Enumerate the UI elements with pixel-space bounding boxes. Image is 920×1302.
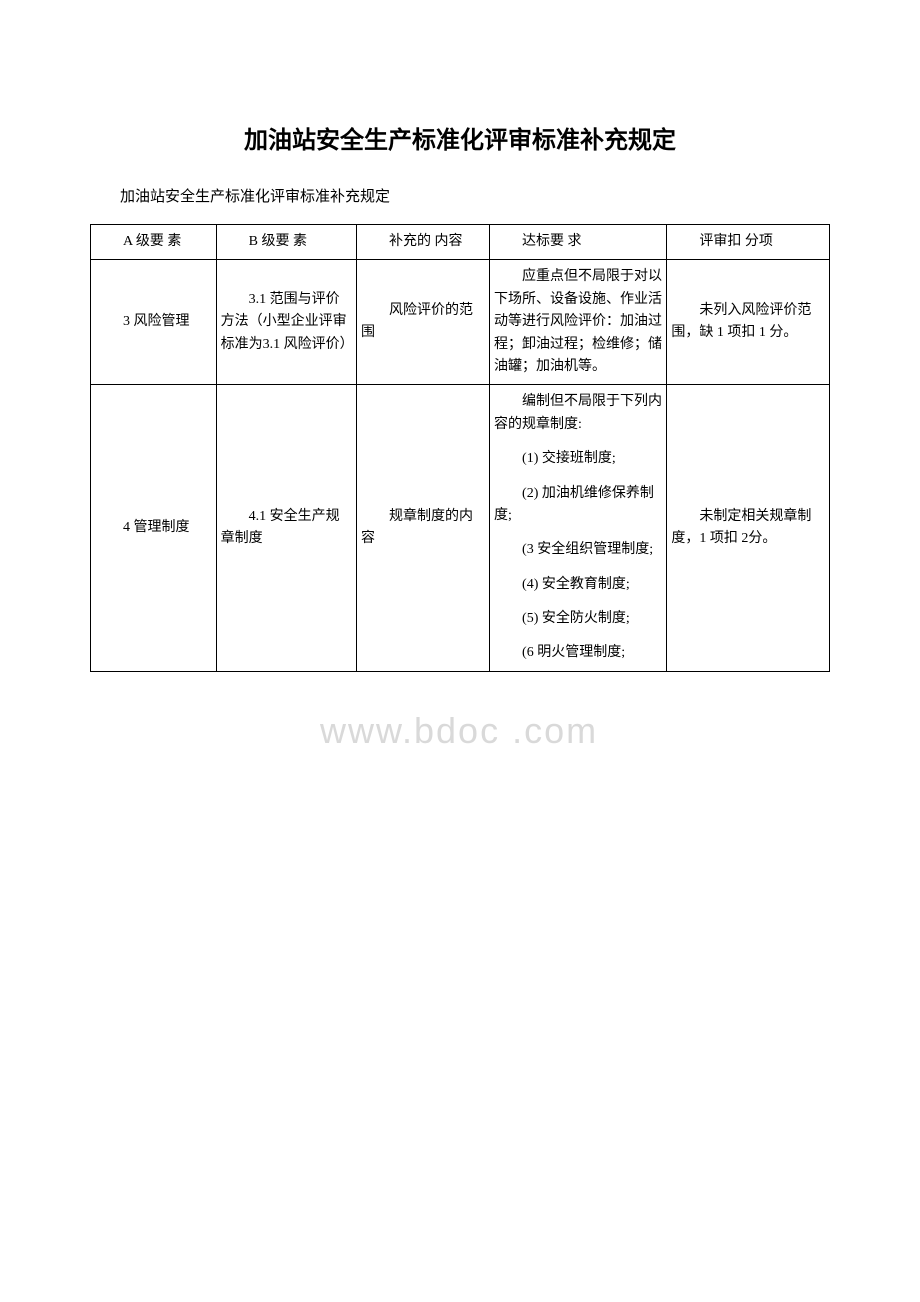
col-header-b: B 级要 素	[216, 225, 356, 260]
document-subtitle: 加油站安全生产标准化评审标准补充规定	[90, 185, 830, 206]
document-container: 加油站安全生产标准化评审标准补充规定 加油站安全生产标准化评审标准补充规定 ww…	[90, 120, 830, 672]
cell-c: 规章制度的内容	[357, 385, 490, 672]
col-header-e: 评审扣 分项	[667, 225, 830, 260]
document-title: 加油站安全生产标准化评审标准补充规定	[90, 120, 830, 155]
cell-c: 风险评价的范围	[357, 260, 490, 385]
cell-b: 3.1 范围与评价方法（小型企业评审标准为3.1 风险评价）	[216, 260, 356, 385]
cell-d: 应重点但不局限于对以下场所、设备设施、作业活动等进行风险评价：加油过程；卸油过程…	[490, 260, 667, 385]
cell-a: 4 管理制度	[91, 385, 217, 672]
cell-d: 编制但不局限于下列内容的规章制度: (1) 交接班制度; (2) 加油机维修保养…	[490, 385, 667, 672]
table-row: 4 管理制度 4.1 安全生产规章制度 规章制度的内容 编制但不局限于下列内容的…	[91, 385, 830, 672]
table-header-row: A 级要 素 B 级要 素 补充的 内容 达标要 求 评审扣 分项	[91, 225, 830, 260]
cell-e: 未列入风险评价范围，缺 1 项扣 1 分。	[667, 260, 830, 385]
table-row: 3 风险管理 3.1 范围与评价方法（小型企业评审标准为3.1 风险评价） 风险…	[91, 260, 830, 385]
cell-b: 4.1 安全生产规章制度	[216, 385, 356, 672]
cell-a: 3 风险管理	[91, 260, 217, 385]
col-header-a: A 级要 素	[91, 225, 217, 260]
standards-table: A 级要 素 B 级要 素 补充的 内容 达标要 求 评审扣 分项	[90, 224, 830, 672]
col-header-c: 补充的 内容	[357, 225, 490, 260]
watermark-text: www.bdoc .com	[320, 710, 598, 752]
cell-e: 未制定相关规章制度，1 项扣 2分。	[667, 385, 830, 672]
col-header-d: 达标要 求	[490, 225, 667, 260]
